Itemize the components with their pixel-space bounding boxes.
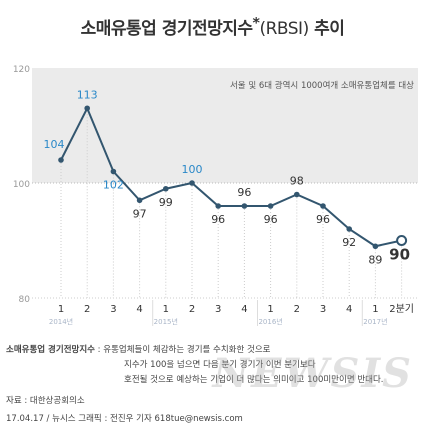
data-point-marker — [320, 203, 326, 209]
definition-label: 소매유통업 경기전망지수 — [6, 345, 95, 355]
source-note: 자료 : 대한상공회의소 — [6, 396, 85, 406]
line-chart: 80 100 120 서울 및 6대 광역시 1000여개 소매유통업체를 대상 104… — [13, 65, 418, 326]
definition-note: 소매유통업 경기전망지수 : 유통업체들이 체감하는 경기를 수치화한 것으로 … — [6, 343, 416, 388]
newsis-watermark: NEWSIS — [212, 350, 413, 397]
year-label: 2014년 — [49, 317, 73, 326]
above-100-shade — [32, 68, 418, 183]
x-tick-label: 4 — [241, 304, 247, 315]
data-point-marker — [136, 197, 143, 204]
x-tick-label: 3 — [320, 304, 326, 315]
chart-title-main: 소매유통업 경기전망지수 — [80, 19, 253, 39]
x-tick-label: 2 — [294, 304, 300, 315]
data-label: 98 — [290, 175, 304, 188]
definition-line-1: 유통업체들이 체감하는 경기를 수치화한 것으로 — [103, 345, 271, 355]
x-tick-label: 2 — [189, 304, 195, 315]
data-point-marker — [163, 185, 169, 192]
y-tick-label: 80 — [19, 295, 31, 305]
data-point-marker — [267, 203, 274, 209]
x-tick-label: 4 — [346, 304, 352, 315]
x-tick-label: 1 — [372, 304, 378, 315]
x-tick-label: 1 — [58, 304, 64, 315]
data-label: 89 — [368, 253, 382, 266]
x-tick-label: 2분기 — [389, 303, 414, 315]
data-label: 113 — [77, 88, 98, 101]
data-label: 96 — [264, 213, 278, 226]
year-label: 2016년 — [258, 317, 282, 326]
data-point-marker-latest — [396, 235, 408, 246]
data-label: 96 — [237, 186, 251, 199]
x-tick-label: 1 — [163, 304, 169, 315]
year-label: 2017년 — [363, 317, 387, 326]
data-point-marker — [346, 226, 353, 232]
x-tick-label: 3 — [110, 304, 116, 315]
data-label: 104 — [44, 138, 65, 151]
data-label: 90 — [389, 246, 410, 264]
definition-separator: : — [94, 345, 104, 355]
series-line — [60, 105, 402, 248]
x-tick-label: 4 — [136, 304, 142, 315]
data-point-marker — [58, 157, 64, 163]
x-tick-label: 1 — [267, 304, 273, 315]
data-point-marker — [372, 243, 379, 250]
data-point-marker — [84, 105, 90, 112]
year-label: 2015년 — [154, 317, 178, 326]
y-tick-label: 120 — [13, 65, 30, 75]
data-label: 97 — [133, 207, 147, 220]
x-tick-label: 3 — [215, 304, 221, 315]
chart-title-asterisk: * — [252, 15, 260, 32]
data-label: 99 — [159, 196, 173, 209]
data-label: 102 — [103, 179, 124, 192]
data-label: 96 — [211, 213, 225, 226]
data-label: 96 — [316, 213, 330, 226]
definition-line-2: 지수가 100을 넘으면 다음 분기 경기가 이번 분기보다 — [124, 360, 316, 370]
data-point-marker — [110, 168, 117, 175]
x-tick-label: 2 — [84, 304, 90, 315]
data-point-marker — [215, 203, 221, 209]
data-point-marker — [189, 180, 195, 186]
data-point-marker — [241, 203, 248, 209]
credit-note: 17.04.17 / 뉴시스 그래픽 : 전진우 기자 618tue@newsi… — [6, 414, 243, 424]
data-label: 100 — [182, 163, 203, 176]
data-point-marker — [294, 191, 300, 198]
chart-subtitle: 서울 및 6대 광역시 1000여개 소매유통업체를 대상 — [230, 80, 414, 91]
data-label: 92 — [342, 236, 356, 249]
definition-line-3: 호전될 것으로 예상하는 기업이 더 많다는 의미이고 100미만이면 반대다. — [124, 375, 384, 385]
chart-title: 소매유통업 경기전망지수*(RBSI) 추이 — [0, 14, 425, 39]
chart-title-tail: 추이 — [308, 19, 345, 39]
y-tick-label: 100 — [13, 180, 30, 190]
chart-title-paren: (RBSI) — [259, 19, 309, 39]
